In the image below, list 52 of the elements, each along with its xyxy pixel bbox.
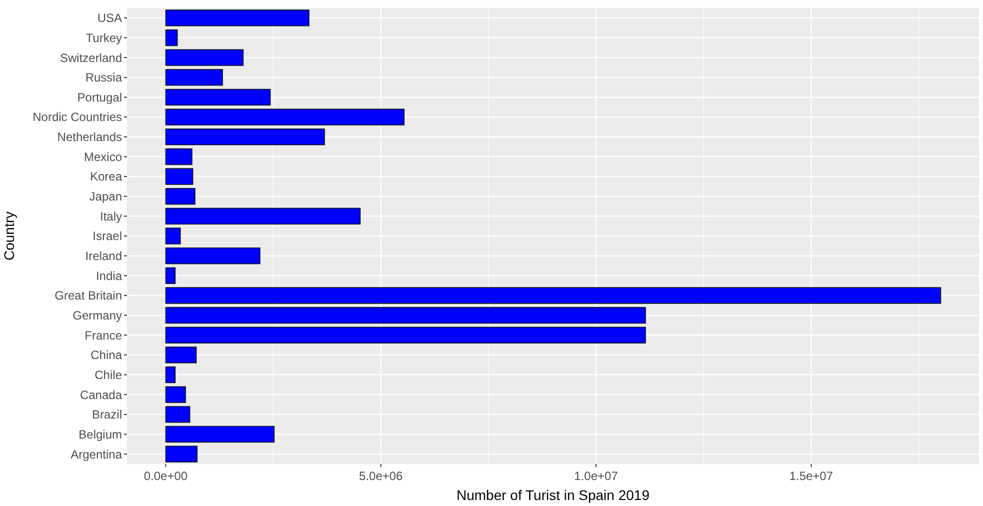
y-tick-label: Canada (80, 388, 122, 402)
bar (165, 10, 310, 26)
y-tick-label: Brazil (92, 408, 122, 422)
x-tick-label: 5.0e+06 (359, 469, 404, 483)
y-tick-label: Japan (89, 190, 122, 204)
y-tick-label: Nordic Countries (32, 110, 122, 124)
bar (165, 88, 271, 106)
bar (165, 128, 325, 146)
y-tick-label: Chile (94, 368, 122, 382)
bar (165, 49, 244, 66)
y-tick-label: Germany (72, 308, 122, 323)
y-tick-label: Korea (90, 170, 122, 184)
y-tick-label: Netherlands (57, 130, 122, 144)
y-tick-label: Israel (92, 229, 122, 244)
bar (165, 29, 178, 46)
y-tick-label: USA (97, 11, 122, 26)
bar (165, 69, 223, 86)
y-tick-label: China (90, 348, 122, 362)
bar (165, 247, 260, 264)
bar (165, 188, 196, 205)
bar (165, 406, 190, 423)
y-tick-label: Russia (85, 70, 122, 85)
bar (165, 306, 646, 324)
bar (165, 346, 197, 364)
bar (165, 228, 181, 244)
bar (165, 386, 186, 403)
y-tick-label: Italy (100, 209, 122, 224)
bar (165, 426, 275, 443)
bar (165, 108, 405, 126)
y-tick-label: Argentina (70, 447, 122, 462)
bar (165, 168, 194, 185)
bar (165, 267, 176, 284)
bar (165, 326, 646, 344)
y-tick-label: Portugal (77, 90, 122, 104)
y-tick-label: Great Britain (54, 288, 122, 303)
y-tick-label: Mexico (84, 150, 122, 164)
bar (165, 287, 942, 304)
x-tick-label: 0.0e+00 (144, 469, 188, 483)
y-tick-label: France (84, 328, 122, 342)
bar (165, 208, 361, 225)
x-axis-title: Number of Turist in Spain 2019 (456, 487, 650, 503)
y-tick-label: Belgium (78, 427, 122, 442)
y-axis-title: Country (1, 211, 17, 261)
y-tick-label: Turkey (86, 30, 122, 45)
y-tick-label: Ireland (85, 249, 122, 264)
y-tick-label: Switzerland (60, 50, 122, 65)
x-tick-label: 1.5e+07 (789, 469, 834, 483)
bar (165, 366, 176, 384)
bar (165, 446, 198, 462)
x-tick-label: 1.0e+07 (574, 469, 618, 483)
y-tick-label: India (96, 268, 122, 283)
bar (165, 148, 192, 166)
